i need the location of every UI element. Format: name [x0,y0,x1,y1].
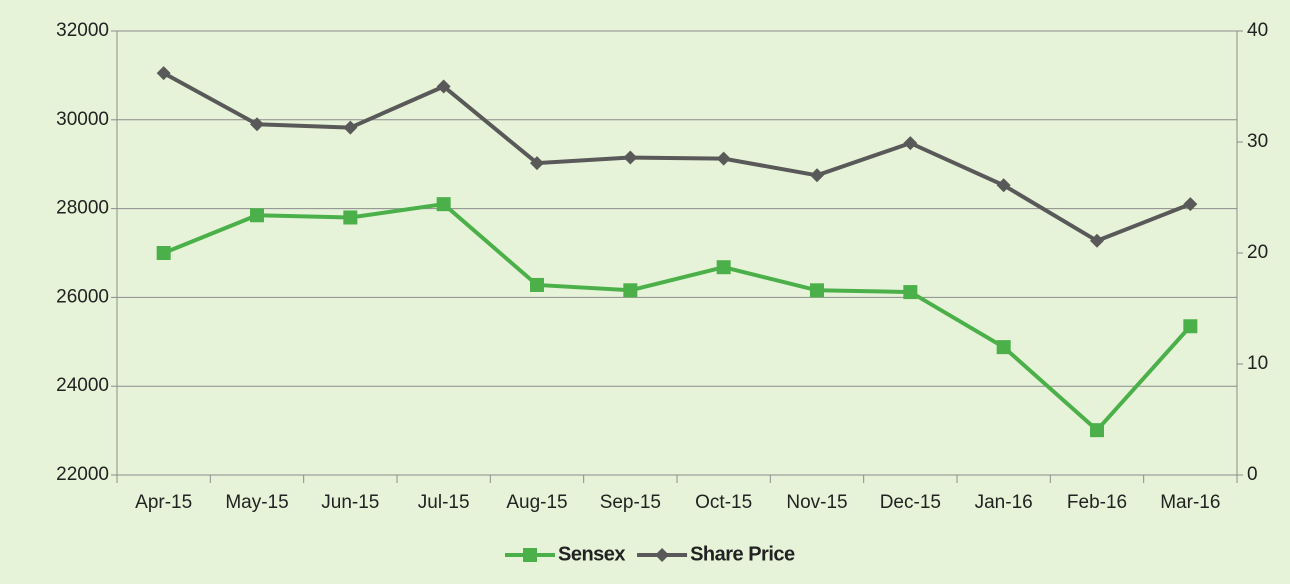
x-tick-label: Mar-16 [1160,492,1220,513]
point [156,246,171,260]
point [436,197,451,212]
point [623,150,638,165]
x-tick-label: Jun-15 [321,492,379,513]
point [343,210,358,225]
y-tick-label: 32000 [56,20,109,41]
point [810,168,824,183]
x-tick-label: Feb-16 [1067,492,1127,513]
point [530,277,544,292]
point [1090,423,1104,438]
legend-marker [655,548,670,562]
point [996,340,1011,355]
point [903,285,918,300]
y2-tick-label: 0 [1247,464,1258,485]
point [623,283,638,298]
point [716,260,731,275]
point [156,66,171,81]
point [250,208,264,223]
x-tick-label: Dec-15 [880,492,941,513]
point [250,117,264,132]
point [530,156,544,171]
x-tick-label: Jul-15 [418,492,470,513]
x-tick-label: Jan-16 [975,492,1033,513]
point [903,136,918,151]
legend-marker [523,548,537,562]
y-tick-label: 24000 [56,375,109,396]
point [343,120,358,135]
y2-tick-label: 40 [1247,20,1268,41]
point [436,79,451,94]
point [996,178,1011,193]
x-tick-label: Oct-15 [695,492,752,513]
point [810,283,824,298]
x-tick-label: May-15 [225,492,288,513]
y2-tick-label: 10 [1247,353,1268,374]
x-tick-label: Sep-15 [600,492,661,513]
x-tick-label: Apr-15 [135,492,192,513]
y2-tick-label: 20 [1247,242,1268,263]
series-line [162,202,1192,433]
point [716,151,731,166]
y-tick-label: 26000 [56,286,109,307]
y-tick-label: 30000 [56,109,109,130]
point [1183,197,1198,212]
point [1090,233,1104,248]
x-tick-label: Nov-15 [786,492,847,513]
y-tick-label: 22000 [56,464,109,485]
legend-label: Share Price [690,543,795,565]
y2-tick-label: 30 [1247,131,1268,152]
series-line [162,71,1192,244]
point [1183,319,1198,334]
legend-label: Sensex [558,543,625,565]
x-tick-label: Aug-15 [506,492,567,513]
y-tick-label: 28000 [56,198,109,219]
